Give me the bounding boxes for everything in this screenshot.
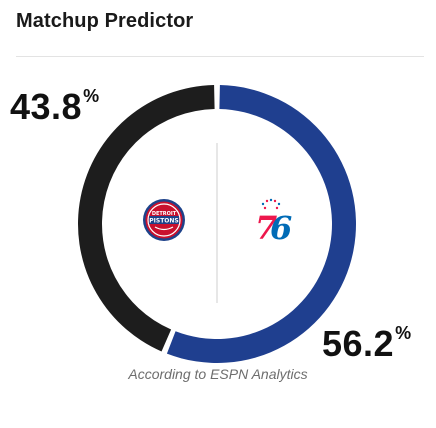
sixers-76-logo-icon: 7 6 xyxy=(255,198,292,247)
away-percent-symbol: % xyxy=(83,86,100,106)
analytics-attribution: According to ESPN Analytics xyxy=(128,366,308,382)
home-win-percentage: 56.2% xyxy=(322,323,412,364)
svg-text:PISTONS: PISTONS xyxy=(149,218,179,225)
svg-text:DETROIT: DETROIT xyxy=(152,211,177,217)
away-win-percentage-value: 43.8 xyxy=(10,86,83,127)
svg-text:6: 6 xyxy=(270,209,292,247)
svg-text:7: 7 xyxy=(255,209,277,247)
home-win-arc xyxy=(166,85,356,363)
home-win-percentage-value: 56.2 xyxy=(322,323,395,364)
away-win-arc xyxy=(77,85,215,352)
away-win-percentage: 43.8% xyxy=(10,86,100,127)
title-divider xyxy=(16,56,424,57)
widget-title: Matchup Predictor xyxy=(16,10,194,32)
home-percent-symbol: % xyxy=(395,323,412,343)
pistons-logo-icon: DETROIT PISTONS xyxy=(143,199,185,241)
